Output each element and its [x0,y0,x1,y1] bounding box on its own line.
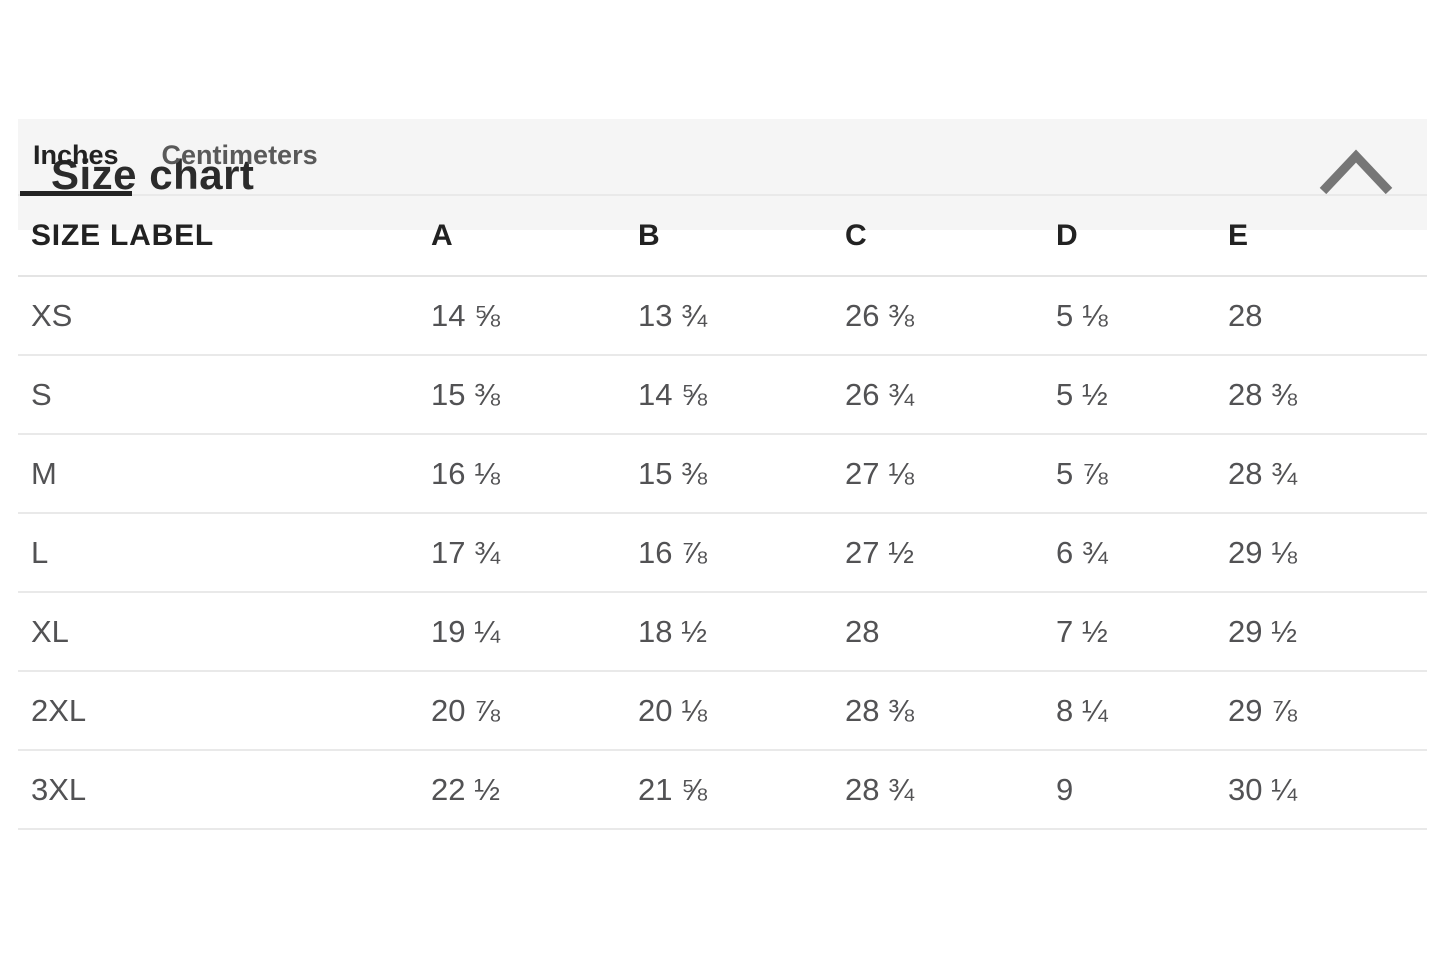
value-cell: 9 [1056,771,1074,807]
value-cell: 30 ¼ [1228,771,1297,807]
size-label-cell: 3XL [31,771,87,807]
value-cell: 8 ¼ [1056,692,1108,728]
value-cell: 5 ⅞ [1056,455,1108,491]
value-cell: 28 [1228,297,1263,333]
value-cell: 28 [845,613,880,649]
value-cell: 17 ¾ [431,534,500,570]
value-cell: 28 ¾ [1228,455,1297,491]
column-header-c: C [845,218,868,252]
table-row: L 17 ¾ 16 ⅞ 27 ½ 6 ¾ 29 ⅛ [18,514,1427,593]
value-cell: 28 ¾ [845,771,914,807]
value-cell: 26 ⅜ [845,297,914,333]
value-cell: 13 ¾ [638,297,707,333]
table-row: 3XL 22 ½ 21 ⅝ 28 ¾ 9 30 ¼ [18,751,1427,830]
tab-inches-label: Inches [33,139,119,170]
value-cell: 5 ½ [1056,376,1108,412]
page-title: Size chart [51,150,255,198]
column-header-b: B [638,218,661,252]
value-cell: 14 ⅝ [431,297,500,333]
value-cell: 15 ⅜ [431,376,500,412]
table-row: M 16 ⅛ 15 ⅜ 27 ⅛ 5 ⅞ 28 ¾ [18,435,1427,514]
value-cell: 19 ¼ [431,613,500,649]
size-label-cell: 2XL [31,692,87,728]
value-cell: 20 ⅞ [431,692,500,728]
value-cell: 18 ½ [638,613,707,649]
value-cell: 14 ⅝ [638,376,707,412]
value-cell: 28 ⅜ [1228,376,1297,412]
value-cell: 27 ⅛ [845,455,914,491]
value-cell: 21 ⅝ [638,771,707,807]
size-chart-header[interactable]: Size chart [18,119,1427,230]
unit-tabs: Inches Centimeters [18,119,1427,196]
value-cell: 16 ⅞ [638,534,707,570]
size-chart-widget: Size chart Inches Centimeters SIZE LABEL… [0,111,1445,968]
size-label-cell: L [31,534,49,570]
value-cell: 5 ⅛ [1056,297,1108,333]
column-header-size-label: SIZE LABEL [31,218,215,252]
table-row: XS 14 ⅝ 13 ¾ 26 ⅜ 5 ⅛ 28 [18,277,1427,356]
value-cell: 26 ¾ [845,376,914,412]
value-cell: 6 ¾ [1056,534,1108,570]
collapse-button[interactable] [1318,149,1394,200]
size-label-cell: XS [31,297,73,333]
value-cell: 28 ⅜ [845,692,914,728]
tab-centimeters[interactable]: Centimeters [149,119,331,196]
table-row: S 15 ⅜ 14 ⅝ 26 ¾ 5 ½ 28 ⅜ [18,356,1427,435]
size-label-cell: M [31,455,57,491]
value-cell: 20 ⅛ [638,692,707,728]
tab-inches[interactable]: Inches [20,119,132,196]
table-row: 2XL 20 ⅞ 20 ⅛ 28 ⅜ 8 ¼ 29 ⅞ [18,672,1427,751]
column-header-a: A [431,218,454,252]
value-cell: 29 ⅞ [1228,692,1297,728]
tab-centimeters-label: Centimeters [161,139,318,170]
column-header-e: E [1228,218,1249,252]
column-header-d: D [1056,218,1079,252]
table-body: XS 14 ⅝ 13 ¾ 26 ⅜ 5 ⅛ 28 S 15 ⅜ 14 ⅝ 26 ¾ 5 ½ 28 ⅜ M… [18,277,1427,830]
table-header-row: SIZE LABEL A B C D E [18,196,1427,277]
size-label-cell: S [31,376,52,412]
value-cell: 29 ⅛ [1228,534,1297,570]
table-row: XL 19 ¼ 18 ½ 28 7 ½ 29 ½ [18,593,1427,672]
value-cell: 16 ⅛ [431,455,500,491]
value-cell: 27 ½ [845,534,914,570]
value-cell: 7 ½ [1056,613,1108,649]
value-cell: 29 ½ [1228,613,1297,649]
value-cell: 15 ⅜ [638,455,707,491]
size-label-cell: XL [31,613,69,649]
size-table: SIZE LABEL A B C D E XS 14 ⅝ 13 ¾ 26 ⅜ 5 ⅛ 28… [18,196,1427,830]
chevron-up-icon [1318,149,1394,200]
value-cell: 22 ½ [431,771,500,807]
